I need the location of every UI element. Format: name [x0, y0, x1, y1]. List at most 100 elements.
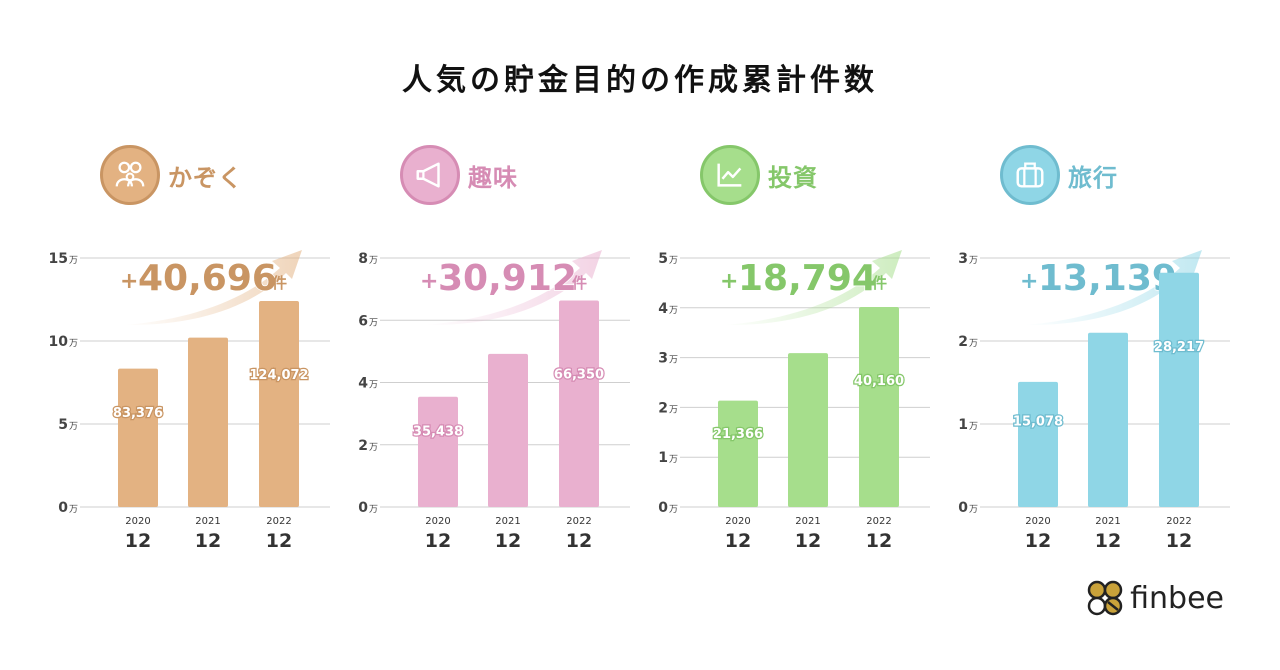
y-unit-label: 万	[969, 339, 978, 349]
y-tick-label: 0	[658, 500, 668, 516]
y-unit-label: 万	[669, 455, 678, 465]
y-unit-label: 万	[369, 443, 378, 453]
y-unit-label: 万	[669, 256, 678, 266]
panel-hobby: 0 万 2 万 4 万 6 万 8 万 +30,912 件 35,438 2020 12 2021 12 66,3…	[340, 140, 640, 560]
finbee-logo: finbee	[1086, 578, 1224, 618]
increase-unit: 件	[872, 274, 887, 292]
y-tick-label: 0	[958, 500, 968, 516]
category-name: 旅行	[1068, 163, 1118, 192]
x-month-label: 12	[495, 530, 521, 552]
bar	[559, 300, 599, 507]
bar	[859, 307, 899, 507]
y-unit-label: 万	[669, 405, 678, 415]
y-tick-label: 2	[358, 438, 368, 454]
y-tick-label: 6	[358, 313, 368, 329]
bar	[718, 400, 758, 507]
increase-unit: 件	[572, 274, 587, 292]
category-header: 趣味	[400, 140, 518, 210]
brand-name: finbee	[1130, 580, 1224, 616]
x-month-label: 12	[795, 530, 821, 552]
y-unit-label: 万	[69, 422, 78, 432]
data-label: 28,217	[1154, 340, 1204, 355]
category-name: 趣味	[468, 163, 518, 192]
y-unit-label: 万	[969, 422, 978, 432]
x-month-label: 12	[1095, 530, 1121, 552]
x-month-label: 12	[125, 530, 151, 552]
x-year-label: 2022	[566, 516, 591, 527]
y-unit-label: 万	[69, 505, 78, 515]
increase-arrow	[424, 250, 602, 326]
y-tick-label: 1	[658, 450, 668, 466]
panel-family: 0 万 5 万 10 万 15 万 +40,696 件 83,376 2020 12 2021 12 124,…	[40, 140, 340, 560]
x-month-label: 12	[566, 530, 592, 552]
x-year-label: 2020	[125, 516, 150, 527]
y-tick-label: 3	[658, 351, 668, 367]
data-label: 40,160	[854, 374, 904, 389]
data-label: 66,350	[554, 367, 604, 382]
panel-investment: 0 万 1 万 2 万 3 万 4 万 5 万 +18,794 件 21,366 2020 12 2021 12 40…	[640, 140, 940, 560]
increase-plus: +	[1020, 269, 1038, 294]
data-label: 15,078	[1013, 415, 1063, 430]
x-year-label: 2020	[1025, 516, 1050, 527]
family-icon	[100, 145, 160, 205]
x-month-label: 12	[195, 530, 221, 552]
y-tick-label: 3	[958, 251, 968, 267]
y-tick-label: 15	[49, 251, 68, 267]
data-label: 83,376	[113, 406, 163, 421]
category-header: 投資	[700, 140, 818, 210]
bar	[118, 368, 158, 507]
y-unit-label: 万	[669, 306, 678, 316]
x-year-label: 2022	[266, 516, 291, 527]
line-chart-icon	[700, 145, 760, 205]
bar-chart: 0 万1 万2 万3 万4 万5 万+ 18,794件21,36620201220211240…	[658, 250, 930, 552]
y-tick-label: 8	[358, 251, 368, 267]
x-year-label: 2020	[425, 516, 450, 527]
panel-travel: 0万1万2万3万+13,139件15,07820201220211228,217…	[940, 140, 1240, 560]
category-header: かぞく	[100, 140, 243, 210]
bee-logo-icon	[1087, 580, 1123, 616]
suitcase-icon	[1000, 145, 1060, 205]
y-tick-label: 0	[58, 500, 68, 516]
data-label: 21,366	[713, 427, 763, 442]
y-unit-label: 万	[69, 339, 78, 349]
increase-arrow	[124, 250, 302, 326]
increase-value: 40,696	[138, 258, 277, 299]
data-label: 35,438	[413, 424, 463, 439]
increase-value: 18,794	[738, 258, 877, 299]
y-tick-label: 10	[49, 334, 69, 350]
y-unit-label: 万	[369, 256, 378, 266]
y-tick-label: 2	[958, 334, 968, 350]
x-year-label: 2021	[495, 516, 520, 527]
y-unit-label: 万	[369, 505, 378, 515]
y-unit-label: 万	[369, 381, 378, 391]
x-year-label: 2022	[866, 516, 891, 527]
y-unit-label: 万	[669, 356, 678, 366]
y-tick-label: 4	[358, 376, 368, 392]
y-tick-label: 4	[658, 301, 668, 317]
y-tick-label: 0	[358, 500, 368, 516]
y-unit-label: 万	[969, 505, 978, 515]
increase-unit: 件	[272, 274, 287, 292]
increase-value: 30,912	[438, 258, 577, 299]
x-month-label: 12	[1166, 530, 1192, 552]
increase-value: 13,139	[1038, 258, 1177, 299]
x-year-label: 2022	[1166, 516, 1191, 527]
bar	[788, 353, 828, 507]
increase-plus: +	[120, 269, 138, 294]
bar-chart: 0 万5 万10 万15 万+ 40,696件83,376202012202112124,…	[49, 250, 330, 552]
category-name: 投資	[768, 163, 818, 192]
x-month-label: 12	[425, 530, 451, 552]
y-tick-label: 1	[958, 417, 968, 433]
y-tick-label: 2	[658, 400, 668, 416]
y-tick-label: 5	[58, 417, 68, 433]
data-label: 124,072	[249, 368, 308, 383]
page-title: 人気の貯金目的の作成累計件数	[402, 63, 878, 98]
bar	[1088, 332, 1128, 507]
x-month-label: 12	[1025, 530, 1051, 552]
increase-plus: +	[420, 269, 438, 294]
bar	[1018, 381, 1058, 507]
y-unit-label: 万	[69, 256, 78, 266]
category-header: 旅行	[1000, 140, 1118, 210]
bar-chart: 0 万2 万4 万6 万8 万+ 30,912件35,43820201220211266,3…	[358, 250, 630, 552]
y-tick-label: 5	[658, 251, 668, 267]
